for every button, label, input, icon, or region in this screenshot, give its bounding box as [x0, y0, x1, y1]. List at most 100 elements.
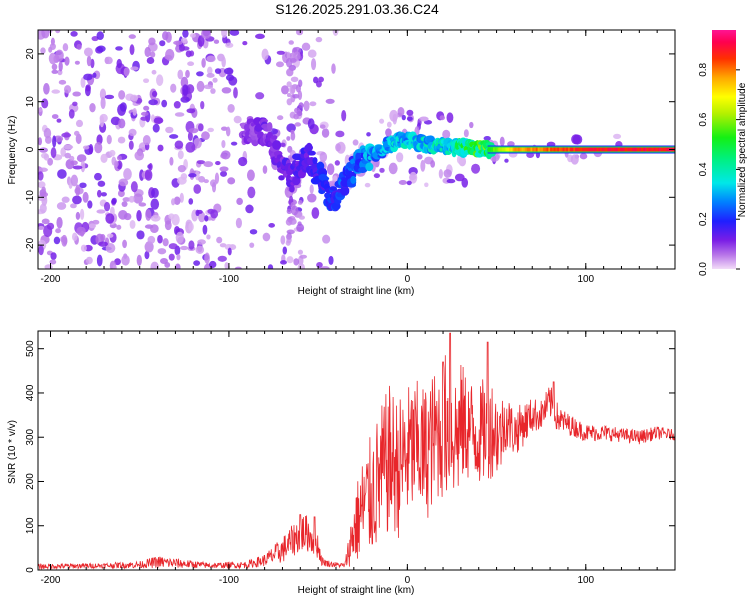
spectrogram-noise-blob: [290, 205, 299, 216]
spectrogram-noise-blob: [38, 137, 43, 146]
spectrogram-noise-blob: [38, 107, 43, 113]
spectrogram-noise-blob: [280, 235, 286, 245]
tone-band-core: [541, 147, 544, 152]
spectrogram-noise-blob: [41, 186, 46, 193]
spectrogram-ridge-blob: [312, 157, 318, 165]
spectrogram-noise-blob: [364, 182, 371, 188]
tone-band-core: [607, 147, 610, 152]
spectrogram-noise-blob: [219, 166, 229, 172]
tone-band-core: [641, 147, 644, 152]
spectrogram-noise-blob: [320, 266, 330, 269]
y-tick-label: 0: [25, 146, 36, 152]
colorbar: 0.0 0.2 0.4 0.6 0.8 Normalized spectral ampl…: [698, 30, 748, 276]
spectrogram-noise-blob: [310, 58, 317, 71]
spectrogram-noise-blob: [296, 223, 305, 232]
spectrogram-noise-blob: [177, 69, 184, 80]
spectrogram-noise-blob: [203, 84, 214, 90]
spectrogram-noise-blob: [75, 211, 81, 220]
spectrogram-noise-blob: [386, 121, 392, 128]
spectrogram-noise-blob: [68, 109, 75, 119]
spectrogram-noise-blob: [156, 74, 164, 86]
spectrogram-ridge-blob: [358, 166, 368, 174]
spectrogram-noise-blob: [170, 83, 177, 93]
spectrogram-noise-blob: [61, 196, 70, 203]
spectrogram-noise-blob: [80, 76, 86, 89]
spectrogram-noise-blob: [379, 167, 385, 173]
spectrogram-noise-blob: [143, 78, 150, 84]
spectrogram-noise-blob: [268, 223, 276, 228]
spectrogram-noise-blob: [88, 223, 97, 229]
spectrogram-noise-blob: [50, 147, 57, 159]
spectrogram-noise-blob: [335, 130, 345, 138]
spectrogram-noise-blob: [373, 173, 381, 179]
spectrogram-noise-blob: [82, 191, 89, 203]
spectrogram-noise-blob: [100, 153, 108, 163]
spectrogram-noise-blob: [196, 71, 204, 77]
spectrogram-noise-blob: [185, 69, 190, 78]
spectrogram-noise-blob: [201, 30, 211, 40]
tone-band-core: [621, 147, 624, 152]
spectrogram-noise-blob: [286, 51, 291, 60]
tone-band-core: [657, 147, 660, 152]
spectrogram-noise-blob: [186, 108, 196, 114]
spectrogram-noise-blob: [341, 109, 347, 122]
tone-band-core: [501, 147, 505, 152]
spectrogram-noise-blob: [208, 260, 217, 269]
spectrogram-noise-blob: [151, 69, 157, 75]
spectrogram-noise-blob: [70, 203, 77, 209]
tone-band-core: [510, 147, 514, 152]
tone-band-core: [487, 147, 490, 152]
spectrogram-noise-blob: [303, 100, 310, 112]
figure-title: S126.2025.291.03.36.C24: [275, 1, 439, 17]
tone-band-core: [557, 147, 560, 152]
spectrogram-noise-blob: [129, 44, 135, 56]
spectrogram-noise-blob: [88, 143, 94, 155]
spectrogram-noise-blob: [195, 245, 205, 254]
spectrogram-noise-blob: [179, 192, 184, 203]
colorbar-tick-label: 0.0: [698, 262, 709, 276]
spectrogram-noise-blob: [212, 77, 218, 83]
tone-band-core: [653, 147, 656, 152]
spectrogram-noise-blob: [98, 241, 108, 247]
x-tick-label: -100: [219, 575, 239, 586]
spectrogram-noise-blob: [281, 85, 289, 95]
spectrogram-noise-blob: [57, 169, 67, 179]
spectrogram-noise-blob: [134, 150, 145, 161]
x-tick-label: 0: [405, 274, 411, 285]
spectrogram-noise-blob: [144, 46, 151, 58]
tone-band-core: [493, 147, 496, 152]
tone-band-core: [587, 147, 590, 152]
tone-band-core: [644, 147, 647, 152]
tone-band-core: [582, 147, 585, 152]
tone-band-core: [512, 147, 515, 152]
spectrogram-noise-blob: [179, 245, 189, 251]
spectrogram-noise-blob: [206, 73, 215, 78]
spectrogram-noise-blob: [471, 163, 481, 174]
spectrogram-noise-blob: [249, 242, 255, 248]
snr-panel: -200 -100 0 100 0 100 200 300 400 500 Height of s…: [7, 330, 676, 596]
tone-band-core: [637, 147, 640, 152]
tone-band-core: [542, 147, 546, 152]
tone-band-core: [608, 147, 612, 152]
spectrogram-noise-blob: [43, 127, 52, 139]
spectrogram-ridge-blob: [365, 162, 374, 172]
spectrogram-noise-blob: [116, 58, 122, 69]
tone-band-core: [666, 147, 669, 152]
spectrogram-noise-blob: [299, 254, 308, 259]
spectrogram-noise-blob: [236, 197, 243, 206]
tone-band-core: [617, 147, 621, 152]
spectrogram-noise-blob: [69, 155, 75, 161]
spectrogram-noise-blob: [140, 111, 149, 117]
spectrogram-noise-blob: [61, 234, 68, 247]
spectrogram-noise-blob: [41, 195, 48, 206]
tone-band-core: [658, 147, 662, 152]
tone-band-core: [598, 147, 601, 152]
spectrogram-noise-blob: [83, 47, 93, 57]
spectrogram-noise-blob: [406, 109, 414, 116]
spectrogram-noise-blob: [49, 259, 57, 265]
spectrogram-noise-blob: [104, 94, 115, 100]
spectrogram-noise-blob: [142, 135, 151, 146]
spectrogram-noise-blob: [164, 262, 171, 268]
spectrogram-ylabel: Frequency (Hz): [7, 116, 18, 185]
